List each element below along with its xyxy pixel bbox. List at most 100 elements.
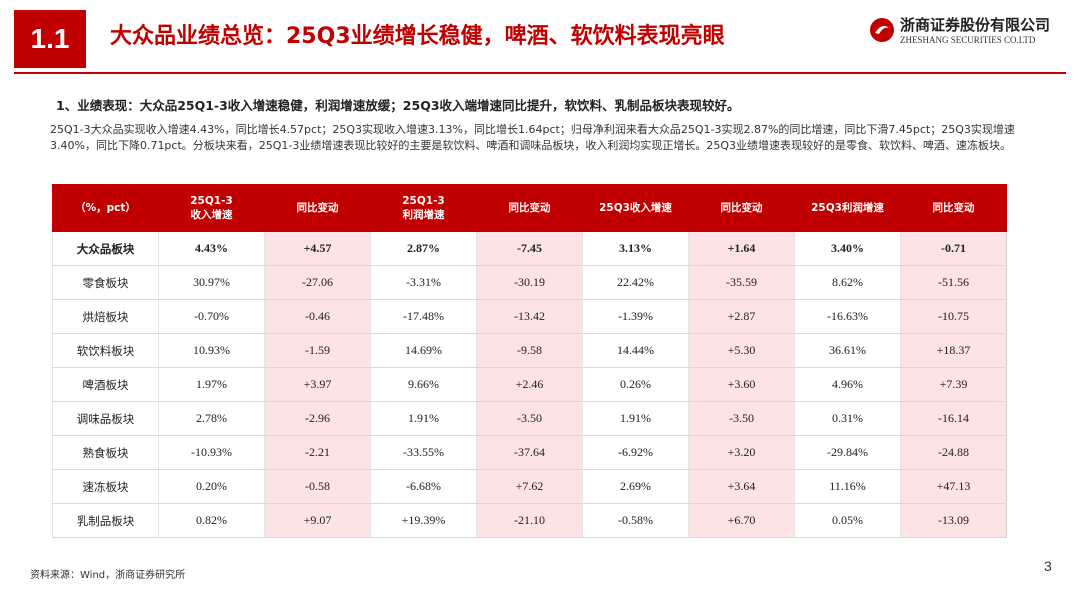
column-header: 同比变动 (900, 184, 1007, 232)
column-header: 同比变动 (264, 184, 371, 232)
cell: -2.21 (264, 435, 371, 470)
column-header: 25Q1-3 利润增速 (370, 184, 477, 232)
source-note: 资料来源：Wind，浙商证券研究所 (30, 570, 186, 581)
table-row: 烘焙板块 -0.70% -0.46 -17.48% -13.42 -1.39% +2.87-… (52, 299, 1007, 334)
cell: -10.75 (900, 299, 1007, 334)
paragraph: 25Q1-3大众品实现收入增速4.43%，同比增长4.57pct；25Q3实现收… (50, 123, 1015, 152)
logo: 浙商证券股份有限公司 ZHESHANG SECURITIES CO.LTD (868, 14, 1068, 50)
column-header: 25Q3收入增速 (582, 184, 689, 232)
cell: -10.93% (158, 435, 265, 470)
row-label: 乳制品板块 (52, 503, 159, 538)
cell: 36.61% (794, 333, 901, 368)
column-header: 25Q1-3 收入增速 (158, 184, 265, 232)
cell: -0.58 (264, 469, 371, 504)
cell: -3.50 (476, 401, 583, 436)
cell: 0.05% (794, 503, 901, 538)
cell: -6.92% (582, 435, 689, 470)
cell: -30.19 (476, 265, 583, 300)
cell: +6.70 (688, 503, 795, 538)
slide-title: 大众品业绩总览：25Q3业绩增长稳健，啤酒、软饮料表现亮眼 (110, 24, 725, 49)
header-line: 25Q1-3 (402, 195, 445, 207)
column-header: 25Q3利润增速 (794, 184, 901, 232)
header-row: （%，pct） 25Q1-3 收入增速 同比变动 25Q1-3 利润增速 同比变动 25Q3收… (52, 184, 1007, 232)
section-number: 1.1 (14, 10, 86, 68)
cell: -13.09 (900, 503, 1007, 538)
logo-name: 浙商证券股份有限公司 (900, 16, 1051, 34)
subtitle: 1、业绩表现：大众品25Q1-3收入增速稳健，利润增速放缓；25Q3收入端增速同… (56, 98, 740, 113)
cell: -0.58% (582, 503, 689, 538)
cell: 3.40% (794, 231, 901, 266)
header-line: 利润增速 (402, 209, 445, 221)
cell: 2.69% (582, 469, 689, 504)
cell: +3.20 (688, 435, 795, 470)
row-label: 软饮料板块 (52, 333, 159, 368)
cell: +2.46 (476, 367, 583, 402)
header-line: 同比变动 (508, 202, 551, 214)
cell: 1.91% (582, 401, 689, 436)
table-row: 调味品板块 2.78% -2.96 1.91% -3.50 1.91% -3.50 0.31%… (52, 401, 1007, 436)
cell: 3.13% (582, 231, 689, 266)
row-label: 烘焙板块 (52, 299, 159, 334)
cell: -16.14 (900, 401, 1007, 436)
cell: -3.50 (688, 401, 795, 436)
cell: 30.97% (158, 265, 265, 300)
column-header: 同比变动 (476, 184, 583, 232)
cell: +7.62 (476, 469, 583, 504)
cell: 2.87% (370, 231, 477, 266)
header-rule (14, 72, 1066, 74)
row-label: 熟食板块 (52, 435, 159, 470)
cell: +3.64 (688, 469, 795, 504)
cell: -0.71 (900, 231, 1007, 266)
cell: -13.42 (476, 299, 583, 334)
page-number: 3 (1044, 558, 1052, 574)
cell: -7.45 (476, 231, 583, 266)
table-row: 零食板块 30.97% -27.06 -3.31% -30.19 22.42% -35.59… (52, 265, 1007, 300)
table-row: 乳制品板块 0.82% +9.07 +19.39% -21.10 -0.58% +6.70 0… (52, 503, 1007, 538)
cell: 11.16% (794, 469, 901, 504)
cell: 4.43% (158, 231, 265, 266)
cell: 0.26% (582, 367, 689, 402)
cell: -2.96 (264, 401, 371, 436)
cell: -16.63% (794, 299, 901, 334)
table-row: 软饮料板块 10.93% -1.59 14.69% -9.58 14.44% +5.30 36… (52, 333, 1007, 368)
row-label: 速冻板块 (52, 469, 159, 504)
cell: -33.55% (370, 435, 477, 470)
cell: +18.37 (900, 333, 1007, 368)
header-line: （%，pct） (75, 202, 136, 214)
cell: 14.69% (370, 333, 477, 368)
header-line: 同比变动 (932, 202, 975, 214)
cell: 8.62% (794, 265, 901, 300)
cell: 0.82% (158, 503, 265, 538)
row-label: 零食板块 (52, 265, 159, 300)
table-row: 啤酒板块 1.97% +3.97 9.66% +2.46 0.26% +3.60 4.96% +… (52, 367, 1007, 402)
cell: -27.06 (264, 265, 371, 300)
row-label: 调味品板块 (52, 401, 159, 436)
cell: -6.68% (370, 469, 477, 504)
cell: -35.59 (688, 265, 795, 300)
cell: -17.48% (370, 299, 477, 334)
column-header: （%，pct） (52, 184, 159, 232)
cell: 9.66% (370, 367, 477, 402)
cell: +1.64 (688, 231, 795, 266)
header-line: 同比变动 (296, 202, 339, 214)
logo-icon (870, 18, 894, 42)
cell: +3.97 (264, 367, 371, 402)
table-row: 熟食板块 -10.93% -2.21 -33.55% -37.64 -6.92% +3.20… (52, 435, 1007, 470)
data-table: （%，pct） 25Q1-3 收入增速 同比变动 25Q1-3 利润增速 同比变动 25Q3收… (52, 184, 1007, 538)
header-line: 25Q1-3 (190, 195, 233, 207)
cell: +2.87 (688, 299, 795, 334)
cell: +19.39% (370, 503, 477, 538)
cell: +3.60 (688, 367, 795, 402)
cell: +47.13 (900, 469, 1007, 504)
cell: 4.96% (794, 367, 901, 402)
cell: +4.57 (264, 231, 371, 266)
cell: -0.70% (158, 299, 265, 334)
cell: -51.56 (900, 265, 1007, 300)
header-line: 同比变动 (720, 202, 763, 214)
row-label: 大众品板块 (52, 231, 159, 266)
header-line: 收入增速 (190, 209, 233, 221)
cell: -0.46 (264, 299, 371, 334)
cell: 2.78% (158, 401, 265, 436)
cell: -3.31% (370, 265, 477, 300)
